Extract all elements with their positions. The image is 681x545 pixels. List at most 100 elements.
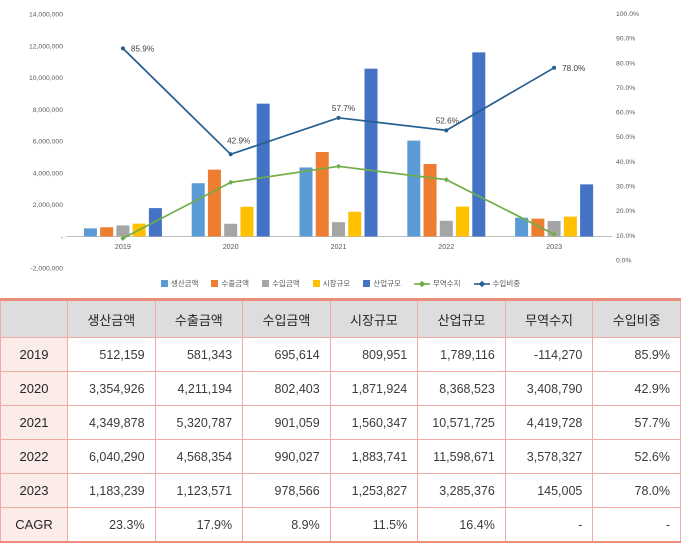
legend-item: 수입금액 [262, 278, 300, 289]
svg-text:100.0%: 100.0% [616, 11, 639, 18]
table-cell: 695,614 [242, 337, 331, 372]
table-cell: 8,368,523 [417, 371, 506, 406]
table-cell: 23.3% [67, 507, 156, 543]
legend-swatch-icon [262, 280, 270, 287]
row-label: CAGR [0, 507, 68, 543]
table-header-row: 생산금액 수출금액 수입금액 시장규모 산업규모 무역수지 수입비중 [0, 299, 681, 338]
legend-swatch-icon [160, 280, 168, 287]
svg-text:2022: 2022 [438, 242, 454, 251]
table-cell: 1,871,924 [329, 371, 419, 406]
table-cell: 1,253,827 [329, 473, 419, 508]
column-header: 무역수지 [504, 299, 594, 338]
table-cell: 57.7% [592, 405, 681, 440]
column-header: 생산금액 [67, 299, 156, 338]
legend-item: 시장규모 [312, 278, 351, 289]
svg-text:70.0%: 70.0% [616, 85, 635, 92]
table-cell: 1,560,347 [329, 405, 419, 440]
svg-text:2,000,000: 2,000,000 [33, 202, 63, 209]
table-cell: 16.4% [417, 507, 506, 543]
table-cell: 78.0% [592, 473, 681, 508]
table-cell: 1,123,571 [154, 473, 244, 508]
table-cell: 512,159 [67, 337, 156, 372]
combo-chart: 14,000,000 12,000,000 10,000,000 8,000,000 6… [0, 11, 681, 289]
legend-label: 수입금액 [272, 279, 300, 288]
table-cell: 4,349,878 [67, 405, 156, 440]
svg-text:78.0%: 78.0% [562, 64, 585, 73]
table-cell: - [504, 507, 594, 543]
data-table: 생산금액 수출금액 수입금액 시장규모 산업규모 무역수지 수입비중 2019 512,159… [0, 298, 681, 543]
table-cell: 145,005 [504, 473, 594, 508]
table-cell: 802,403 [242, 371, 331, 406]
table-cell: 85.9% [592, 337, 681, 372]
svg-text:4,000,000: 4,000,000 [33, 170, 63, 177]
table-cell: 3,354,926 [67, 371, 156, 406]
legend-item: 산업규모 [363, 278, 401, 289]
svg-text:10.0%: 10.0% [616, 233, 635, 240]
table-cell: 11.5% [329, 507, 419, 543]
svg-text:40.0%: 40.0% [616, 159, 635, 166]
table-cell: 809,951 [329, 337, 419, 372]
svg-text:20.0%: 20.0% [616, 208, 635, 215]
column-header: 수입비중 [592, 299, 681, 338]
table-cell: 990,027 [242, 439, 331, 474]
legend-label: 수입비중 [492, 279, 521, 288]
chart-canvas: 14,000,000 12,000,000 10,000,000 8,000,000 6… [29, 11, 639, 273]
table-cell: 11,598,671 [417, 439, 506, 474]
legend-line-marker-icon [473, 280, 490, 287]
svg-text:42.9%: 42.9% [227, 136, 250, 145]
table-cell: 1,183,239 [67, 473, 156, 508]
svg-text:2019: 2019 [115, 242, 131, 251]
table-corner-cell [0, 299, 68, 338]
table-cell: 4,419,728 [504, 405, 594, 440]
svg-text:85.9%: 85.9% [131, 44, 154, 53]
table-cell: 42.9% [592, 371, 681, 406]
table-cell: 10,571,725 [417, 405, 506, 440]
table-row: 2023 1,183,239 1,123,571 978,566 1,253,827 3,… [0, 473, 681, 508]
table-header-row: 생산금액 수출금액 수입금액 시장규모 산업규모 무역수지 수입비중 [0, 299, 681, 338]
table-cell: 5,320,787 [154, 405, 244, 440]
legend-label: 무역수지 [432, 279, 461, 288]
table-row: 2022 6,040,290 4,568,354 990,027 1,883,741 11… [0, 439, 681, 474]
row-label: 2023 [0, 473, 68, 508]
row-label: 2019 [0, 337, 68, 372]
svg-text:0.0%: 0.0% [616, 257, 632, 264]
svg-text:2023: 2023 [546, 242, 562, 251]
svg-text:2021: 2021 [331, 242, 347, 251]
legend-swatch-icon [312, 280, 320, 287]
table-cell: -114,270 [504, 337, 594, 372]
legend-item: 무역수지 [413, 278, 461, 289]
column-header: 산업규모 [417, 299, 506, 338]
table-cell: 52.6% [592, 439, 681, 474]
svg-text:30.0%: 30.0% [616, 183, 635, 190]
legend-label: 시장규모 [322, 279, 351, 288]
svg-text:14,000,000: 14,000,000 [29, 12, 63, 19]
column-header: 수입금액 [242, 299, 331, 338]
legend-item: 수출금액 [211, 278, 249, 289]
svg-text:8,000,000: 8,000,000 [33, 107, 63, 114]
svg-text:2020: 2020 [223, 242, 239, 251]
table-cell: 4,211,194 [154, 371, 244, 406]
table-body: 2019 512,159 581,343 695,614 809,951 1,789,11… [0, 337, 681, 543]
svg-text:12,000,000: 12,000,000 [29, 43, 63, 50]
legend-swatch-icon [363, 280, 371, 287]
chart-legend: 생산금액 수출금액 수입금액 시장규모 산업규모 무역수지 수입비중 [0, 278, 681, 289]
svg-text:60.0%: 60.0% [616, 110, 635, 117]
row-label: 2020 [0, 371, 68, 406]
svg-text:-: - [61, 234, 63, 241]
table-cell: 1,789,116 [417, 337, 506, 372]
legend-label: 수출금액 [221, 279, 250, 288]
row-label: 2022 [0, 439, 68, 474]
svg-text:10,000,000: 10,000,000 [29, 75, 63, 82]
table-cell: 3,285,376 [417, 473, 506, 508]
table-cell: 17.9% [154, 507, 244, 543]
table-cell: 581,343 [154, 337, 244, 372]
svg-text:50.0%: 50.0% [616, 134, 635, 141]
legend-label: 산업규모 [373, 279, 401, 288]
svg-text:80.0%: 80.0% [616, 60, 635, 67]
table-row: 2019 512,159 581,343 695,614 809,951 1,789,11… [0, 337, 681, 372]
svg-text:6,000,000: 6,000,000 [33, 139, 63, 146]
legend-swatch-icon [211, 280, 219, 287]
column-header: 시장규모 [329, 299, 419, 338]
table-row: 2020 3,354,926 4,211,194 802,403 1,871,924 8,… [0, 371, 681, 406]
